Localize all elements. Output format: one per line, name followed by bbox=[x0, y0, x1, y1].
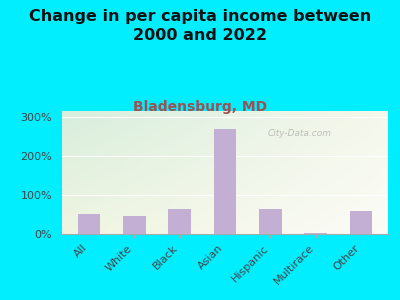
Bar bbox=[259, 208, 282, 234]
Text: Change in per capita income between
2000 and 2022: Change in per capita income between 2000… bbox=[29, 9, 371, 43]
Bar bbox=[350, 212, 372, 234]
Bar bbox=[304, 233, 327, 234]
Bar bbox=[214, 129, 236, 234]
Bar bbox=[123, 216, 146, 234]
Text: City-Data.com: City-Data.com bbox=[268, 129, 332, 138]
Bar bbox=[78, 214, 100, 234]
Text: Bladensburg, MD: Bladensburg, MD bbox=[133, 100, 267, 115]
Bar bbox=[168, 208, 191, 234]
